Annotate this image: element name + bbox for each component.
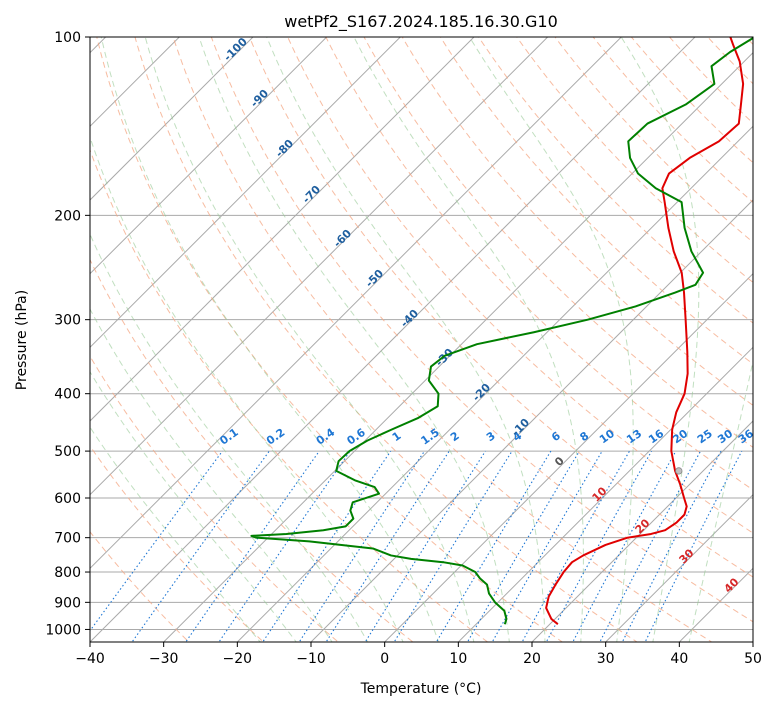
isotherm-line [90,37,328,275]
moist-adiabat-line [198,37,510,642]
mixing-ratio-line [572,450,677,642]
y-tick-label: 300 [54,313,81,329]
moist-adiabat-line [90,308,333,642]
y-tick-label: 200 [54,208,81,224]
isotherm-line [531,420,753,642]
x-tick-label: −20 [223,651,253,667]
dry-adiabat-line [325,37,753,491]
dry-adiabat-line [248,37,753,578]
isotherm-line [236,125,753,642]
y-tick-label: 1000 [45,622,81,638]
x-tick-label: 0 [380,651,389,667]
mixing-ratio-line [393,450,513,642]
dry-adiabat-line [401,37,753,406]
isotherm-line [90,37,402,349]
x-tick-label: −10 [296,651,326,667]
dry-adiabat-line [90,530,190,642]
mixing-ratio-label: 36 [736,427,756,447]
y-tick-label: 800 [54,565,81,581]
isotherm-line [90,37,549,496]
x-tick-label: 10 [449,651,467,667]
isotherm-line [90,37,254,201]
dry-adiabat-line [90,355,339,642]
lcl-marker [675,467,683,475]
dry-adiabat-line [172,37,713,642]
isotherm-line [457,346,753,642]
moist-adiabat-line [620,37,700,642]
y-axis-label: Pressure (hPa) [14,290,30,390]
moist-adiabat-line [469,37,634,642]
profiles [250,37,753,626]
mixing-ratio-line [521,450,630,642]
mixing-ratio-line [218,450,351,642]
moist-adiabat-line [90,370,297,642]
mixing-ratio-line [621,450,722,642]
dry-adiabat-line [477,37,753,324]
y-axis: 100 200 300 400 500 600 700 800 900 1000 [45,30,90,638]
mixing-ratio-line [262,450,392,642]
chart-title: wetPf2_S167.2024.185.16.30.G10 [284,12,558,32]
dry-adiabat-line [554,37,753,243]
moist-adiabat-line [353,37,584,642]
dry-adiabat-line [363,37,753,448]
isotherm-line [383,272,753,642]
moist-adiabat-line [90,233,369,642]
isotherm-line [162,51,753,642]
moist-adiabat-line [90,426,261,642]
plot-frame [89,36,754,643]
dry-adiabat-line [96,37,564,642]
x-tick-label: 30 [597,651,615,667]
x-axis: −40 −30 −20 −10 0 10 20 30 40 50 [75,642,762,667]
mixing-ratio-line [491,450,603,642]
y-tick-label: 100 [54,30,81,46]
isotherm-line [90,37,623,570]
dry-adiabat-line [134,37,638,642]
mixing-ratio-line [545,450,653,642]
y-tick-label: 700 [54,531,81,547]
y-tick-label: 400 [54,387,81,403]
x-tick-label: 50 [744,651,762,667]
mixing-ratio-line [599,450,702,642]
moist-adiabat-line [266,37,546,642]
dry-adiabat-line [90,258,414,642]
dry-adiabat-line [210,37,753,623]
x-axis-label: Temperature (°C) [360,681,482,697]
moist-adiabat-line [100,37,439,642]
dewpoint-profile [250,37,753,625]
mixing-ratio-line [644,450,743,642]
x-tick-label: −30 [149,651,179,667]
moist-adiabat-line [144,37,475,642]
moist-adiabat-line [90,135,404,642]
isotherm-line [604,493,753,642]
y-tick-label: 900 [54,595,81,611]
isotherm-line [90,37,475,422]
x-tick-label: −40 [75,651,105,667]
moist-adiabat-line [688,358,753,642]
dry-adiabat-line [516,37,753,284]
x-tick-label: 40 [670,651,688,667]
y-tick-label: 500 [54,444,81,460]
temperature-profile [545,37,745,626]
y-tick-label: 600 [54,491,81,507]
mixing-ratio-line [298,450,425,642]
mixing-ratio-line [466,450,580,642]
mixing-ratio-line [435,450,552,642]
isotherm-line [310,199,753,642]
isotherm-line [90,37,696,642]
x-tick-label: 20 [523,651,541,667]
mixing-ratio-line [185,450,320,642]
